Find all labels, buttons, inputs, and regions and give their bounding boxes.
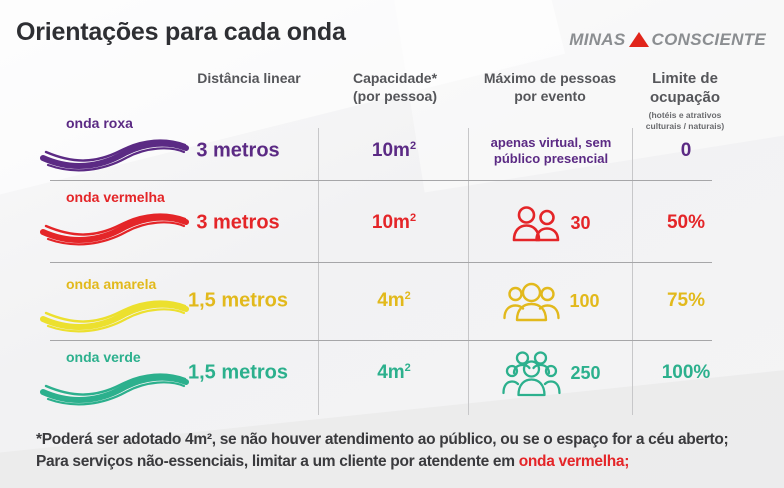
column-divider: [318, 128, 319, 415]
row-label-onda-amarela: onda amarela: [40, 276, 200, 333]
cell-verde-limite: 100%: [661, 362, 711, 383]
red-wave-icon: [40, 213, 189, 246]
row-label-onda-verde: onda verde: [40, 349, 200, 406]
logo-triangle-icon: [628, 32, 649, 47]
yellow-wave-icon: [40, 300, 189, 333]
cell-amarela-maximo: 100: [502, 280, 600, 322]
three-people-icon: [503, 282, 560, 322]
green-wave-icon: [40, 373, 189, 406]
cell-vermelha-distancia: 3 metros: [196, 211, 280, 234]
column-header-limite-note: (hotéis e atrativos culturais / naturais…: [645, 109, 725, 131]
row-label-onda-roxa: onda roxa: [40, 115, 200, 172]
logo-text-consciente: CONSCIENTE: [651, 30, 766, 49]
cell-roxa-distancia: 3 metros: [196, 139, 280, 162]
cell-amarela-capacidade: 4m2: [377, 290, 411, 311]
column-divider: [468, 128, 469, 415]
purple-wave-icon: [40, 139, 189, 172]
row-divider: [50, 180, 712, 181]
cell-roxa-capacidade: 10m2: [371, 140, 417, 161]
logo-text-minas: MINAS: [569, 30, 626, 49]
cell-vermelha-limite: 50%: [666, 212, 706, 233]
five-people-icon: [502, 351, 561, 397]
column-header-limite: Limite de ocupação (hotéis e atrativos c…: [645, 70, 725, 131]
footnotes: *Poderá ser adotado 4m², se não houver a…: [36, 429, 729, 474]
footnote-line1: *Poderá ser adotado 4m², se não houver a…: [36, 431, 729, 448]
cell-vermelha-maximo: 30: [511, 204, 591, 242]
row-divider: [50, 340, 712, 341]
column-header-capacidade: Capacidade* (por pessoa): [352, 70, 438, 104]
footnote-line2: Para serviços não-essenciais, limitar a …: [36, 453, 630, 471]
cell-roxa-limite: 0: [680, 140, 692, 161]
cell-verde-maximo: 250: [501, 349, 601, 397]
column-divider: [632, 128, 633, 415]
cell-vermelha-capacidade: 10m2: [371, 212, 417, 233]
cell-verde-capacidade: 4m2: [377, 362, 411, 383]
cell-verde-distancia: 1,5 metros: [187, 361, 289, 384]
column-header-distancia: Distância linear: [197, 70, 301, 86]
brand-logo: MINAS CONSCIENTE: [569, 30, 766, 50]
footnote-highlight-onda-vermelha: onda vermelha;: [518, 453, 630, 471]
column-header-maximo: Máximo de pessoas por evento: [483, 70, 617, 104]
cell-roxa-maximo: apenas virtual, sem público presencial: [490, 134, 612, 166]
row-label-onda-vermelha: onda vermelha: [40, 189, 200, 246]
cell-amarela-distancia: 1,5 metros: [187, 289, 289, 312]
page-title: Orientações para cada onda: [16, 18, 346, 46]
row-divider: [50, 262, 712, 263]
two-people-icon: [512, 206, 560, 242]
cell-amarela-limite: 75%: [666, 290, 706, 311]
